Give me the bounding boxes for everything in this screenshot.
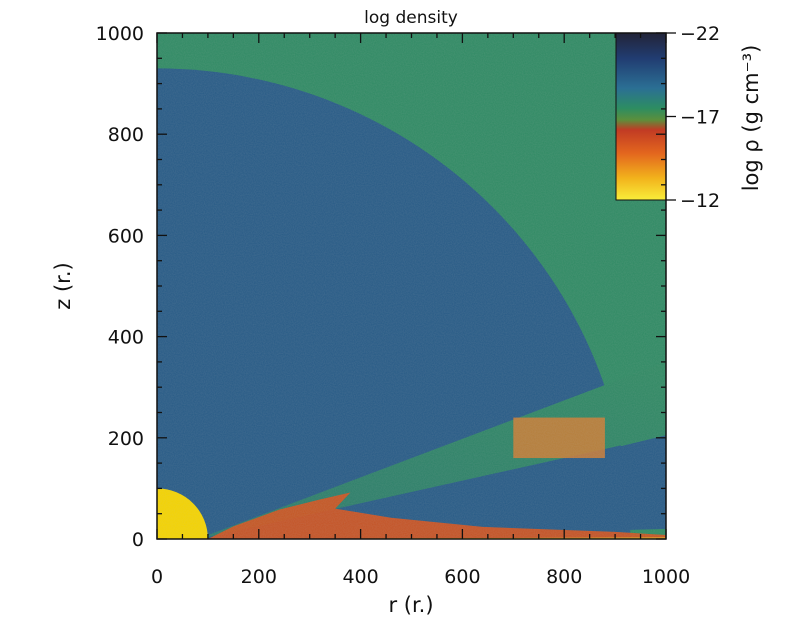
y-tick-label: 400 [108,327,144,349]
x-tick-label: 1000 [642,566,690,588]
colorbar-scale [615,32,667,201]
x-axis-label: r (r.) [388,593,433,617]
y-tick-label: 800 [108,124,144,146]
colorbar-tick-label: −12 [680,190,720,212]
y-tick-label: 200 [108,428,144,450]
chart-title: log density [364,8,458,28]
x-tick-label: 200 [241,566,277,588]
y-axis-label: z (r.) [51,262,75,309]
x-tick-label: 0 [151,566,163,588]
x-tick-label: 800 [546,566,582,588]
colorbar-label: log ρ (g cm⁻³) [739,45,763,192]
y-tick-label: 1000 [96,23,144,45]
x-axis: 0 200 400 600 800 1000 [151,33,690,588]
colorbar: −22 −17 −12 log ρ (g cm⁻³) [615,23,763,212]
y-tick-label: 0 [132,529,144,551]
x-tick-label: 400 [342,566,378,588]
x-tick-label: 600 [444,566,480,588]
colorbar-tick-label: −17 [680,107,720,129]
y-axis: 0 200 400 600 800 1000 [96,23,666,551]
noise-texture [157,33,666,539]
y-tick-label: 600 [108,225,144,247]
colorbar-tick-label: −22 [680,23,720,45]
